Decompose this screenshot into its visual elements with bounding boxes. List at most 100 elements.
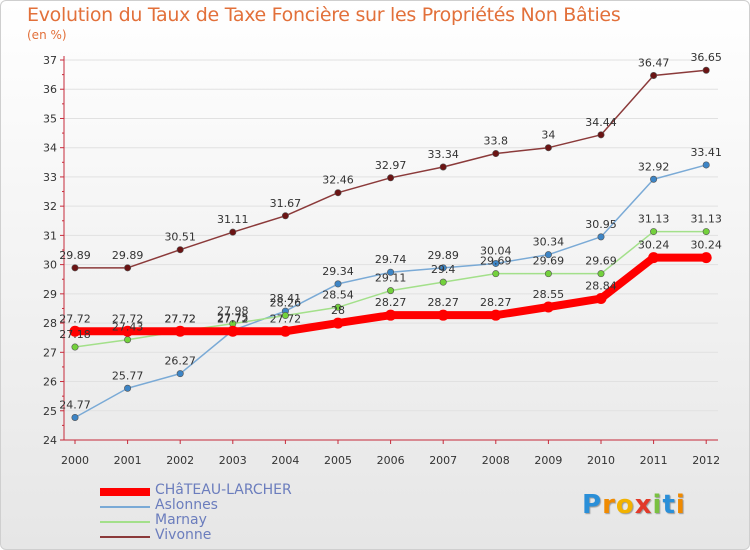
data-label: 28.54 <box>322 288 354 301</box>
data-point <box>439 163 447 171</box>
x-tick-label: 2003 <box>219 454 247 467</box>
chart-title: Evolution du Taux de Taxe Foncière sur l… <box>27 4 621 26</box>
data-label: 36.65 <box>690 51 722 64</box>
data-label: 32.46 <box>322 174 354 187</box>
logo-letter: o <box>615 490 635 520</box>
y-tick-label: 34 <box>43 142 57 155</box>
legend-swatch <box>100 521 150 523</box>
data-label: 31.13 <box>690 213 722 226</box>
data-label: 30.04 <box>480 244 512 257</box>
proxiti-logo: Proxiti <box>582 490 686 520</box>
data-label: 29.74 <box>375 253 407 266</box>
y-tick-label: 28 <box>43 317 57 330</box>
data-label: 28.84 <box>585 280 617 293</box>
y-tick-label: 35 <box>43 112 57 125</box>
data-point <box>69 325 81 337</box>
x-tick-label: 2005 <box>324 454 352 467</box>
x-tick-label: 2008 <box>482 454 510 467</box>
data-point <box>332 317 344 329</box>
legend-label: CHâTEAU-LARCHER <box>155 482 292 498</box>
data-label: 27.72 <box>59 312 91 325</box>
data-point <box>229 228 237 236</box>
x-tick-label: 2006 <box>377 454 405 467</box>
data-label: 30.24 <box>638 239 670 252</box>
data-label: 28.26 <box>270 296 302 309</box>
logo-letter: i <box>675 490 686 520</box>
data-label: 30.24 <box>690 239 722 252</box>
data-point <box>439 264 447 272</box>
data-point <box>492 270 500 278</box>
data-label: 29.89 <box>112 249 144 262</box>
data-label: 29.4 <box>431 263 456 276</box>
data-point <box>648 252 660 264</box>
logo-letter: t <box>662 490 676 520</box>
data-point <box>544 251 552 259</box>
data-label: 31.11 <box>217 213 249 226</box>
legend-label: Vivonne <box>155 527 212 543</box>
data-point <box>597 131 605 139</box>
data-label: 25.77 <box>112 369 144 382</box>
data-point <box>385 309 397 321</box>
data-label: 30.51 <box>164 231 196 244</box>
y-tick-label: 27 <box>43 346 57 359</box>
data-label: 30.95 <box>585 218 617 231</box>
data-point <box>492 150 500 158</box>
y-tick-label: 25 <box>43 405 57 418</box>
data-label: 28.41 <box>270 292 302 305</box>
data-label: 26.27 <box>164 355 196 368</box>
data-label: 24.77 <box>59 398 91 411</box>
data-point <box>281 212 289 220</box>
data-point <box>702 161 710 169</box>
data-label: 27.98 <box>217 305 249 318</box>
legend-label: Marnay <box>155 512 207 528</box>
data-point <box>122 325 134 337</box>
data-point <box>281 311 289 319</box>
data-label: 34.44 <box>585 116 617 129</box>
y-tick-label: 26 <box>43 376 57 389</box>
data-point <box>124 264 132 272</box>
data-point <box>490 309 502 321</box>
data-point <box>176 370 184 378</box>
x-tick-label: 2007 <box>429 454 457 467</box>
y-tick-label: 32 <box>43 200 57 213</box>
data-point <box>595 293 607 305</box>
data-point <box>334 189 342 197</box>
data-point <box>71 264 79 272</box>
data-label: 27.75 <box>217 311 249 324</box>
data-point <box>702 66 710 74</box>
data-point <box>650 71 658 79</box>
data-label: 34 <box>541 129 555 142</box>
data-point <box>174 325 186 337</box>
data-point <box>597 270 605 278</box>
data-label: 27.72 <box>270 312 302 325</box>
data-label: 29.69 <box>480 255 512 268</box>
data-point <box>492 259 500 267</box>
x-tick-label: 2010 <box>587 454 615 467</box>
data-point <box>71 413 79 421</box>
y-tick-label: 33 <box>43 171 57 184</box>
x-tick-label: 2001 <box>114 454 142 467</box>
data-label: 27.72 <box>164 312 196 325</box>
y-tick-label: 37 <box>43 54 57 67</box>
logo-letter: i <box>652 490 663 520</box>
data-point <box>387 268 395 276</box>
data-point <box>124 384 132 392</box>
y-tick-label: 30 <box>43 259 57 272</box>
data-label: 29.69 <box>533 255 565 268</box>
x-tick-label: 2009 <box>534 454 562 467</box>
data-point <box>387 287 395 295</box>
chart-subtitle: (en %) <box>27 28 67 42</box>
data-point <box>437 309 449 321</box>
y-tick-label: 24 <box>43 434 57 447</box>
data-point <box>124 336 132 344</box>
data-point <box>544 270 552 278</box>
data-point <box>387 174 395 182</box>
data-label: 29.69 <box>585 255 617 268</box>
x-tick-label: 2011 <box>640 454 668 467</box>
data-label: 28 <box>331 304 345 317</box>
legend-label: Aslonnes <box>155 497 218 513</box>
data-label: 33.34 <box>427 148 459 161</box>
y-tick-label: 31 <box>43 229 57 242</box>
legend-swatch <box>100 536 150 538</box>
data-point <box>334 280 342 288</box>
